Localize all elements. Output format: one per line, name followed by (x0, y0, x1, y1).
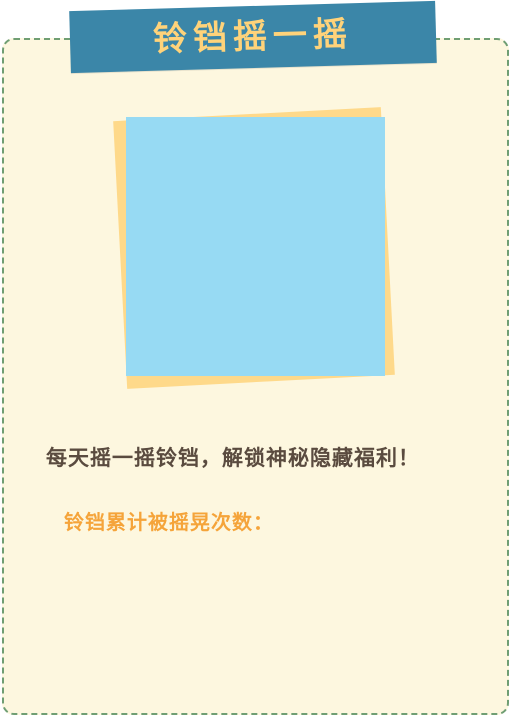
slogan-text: 每天摇一摇铃铛，解锁神秘隐藏福利！ (46, 446, 420, 470)
title-banner: 铃铛摇一摇 (69, 0, 437, 74)
shake-count-label: 铃铛累计被摇晃次数： (64, 510, 274, 534)
bell-image[interactable] (126, 117, 385, 376)
page-title: 铃铛摇一摇 (152, 14, 354, 60)
